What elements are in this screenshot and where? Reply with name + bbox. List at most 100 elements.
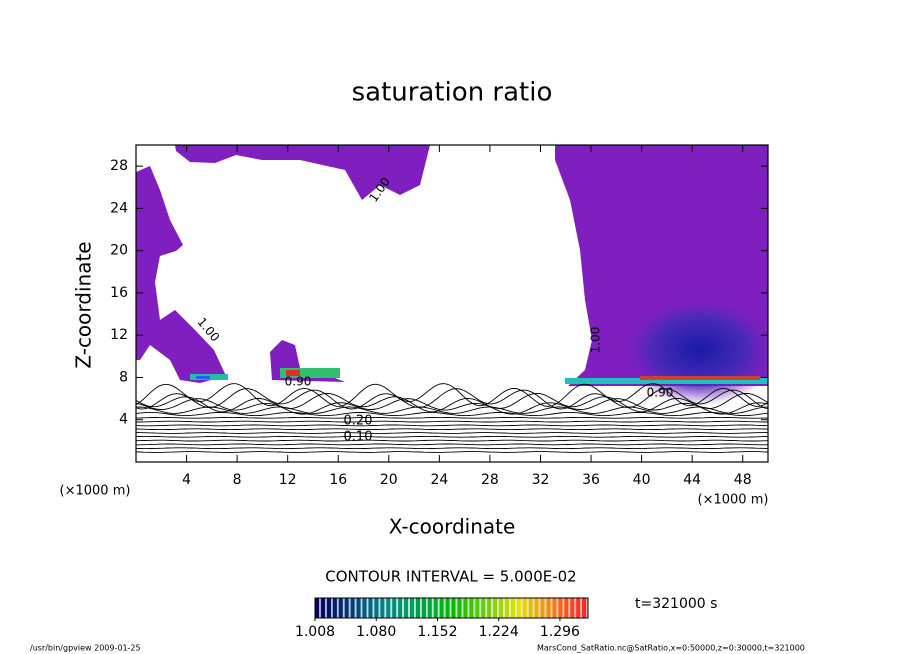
colorbar-label: 1.008 [295,624,335,640]
colorbar-stripe [374,598,379,618]
colorbar-stripe [498,598,504,618]
colorbar-gap [348,598,351,618]
peak-band [196,376,210,379]
contour-line [136,451,768,453]
colorbar-gap [366,598,369,618]
colorbar-gap [503,598,505,618]
colorbar-label: 1.080 [356,624,396,640]
x-tick-label: 4 [182,472,191,488]
colorbar-stripe [380,598,385,618]
x-tick-label: 32 [532,472,550,488]
chart-title: saturation ratio [352,78,553,108]
contour-line [136,388,768,410]
colorbar-gap [473,598,476,618]
colorbar-stripe [516,598,521,618]
y-tick-label: 20 [110,243,128,259]
field [136,145,768,453]
colorbar-stripe [398,598,403,618]
y-tick-label: 8 [119,369,128,385]
x-unit: (×1000 m) [60,484,131,499]
colorbar-stripe [421,598,426,618]
colorbar-gap [331,598,333,618]
y-axis-label: Z-coordinate [72,241,96,368]
contour-line [136,392,768,413]
colorbar-gap [485,598,488,618]
contour-line [136,435,768,438]
colorbar-gap [425,598,428,618]
x-tick-label: 24 [430,472,448,488]
colorbar-stripe [481,598,486,618]
peak-band [640,376,760,380]
colorbar-gap [437,598,440,618]
colorbar-gap [408,598,410,618]
y-tick-label: 24 [110,200,128,216]
colorbar-gap [532,598,535,618]
time-label: t=321000 s [635,596,717,612]
contour-line [136,398,768,415]
colorbar-stripe [445,598,450,618]
colorbar-stripe [582,598,587,618]
colorbar-label: 1.296 [540,624,580,640]
colorbar-gap [538,598,541,618]
colorbar-stripe [356,598,361,618]
colorbar-frame [314,597,589,619]
colorbar-gap [319,598,321,618]
contour-line [136,439,768,442]
colorbar-gap [431,598,434,618]
contour-line [136,416,768,419]
colorbar-stripe [362,598,367,618]
peak-band [286,370,300,376]
colorbar-stripe [451,598,456,618]
y-tick-label: 12 [110,327,128,343]
contour-label: 0.20 [344,414,373,429]
plot-frame [135,144,769,463]
colorbar-gap [562,598,565,618]
colorbar-gap [526,598,529,618]
x-axis-label: X-coordinate [389,515,516,539]
x-tick-label: 8 [233,472,242,488]
colorbar-gap [479,598,482,618]
contour-label: 0.10 [344,430,373,445]
peak-band [280,368,340,378]
colorbar-gap [443,598,446,618]
colorbar-label: 1.224 [479,624,519,640]
colorbar-gap [556,598,559,618]
x-tick-label: 40 [633,472,651,488]
x-tick-label: 28 [481,472,499,488]
contour-label: 1.00 [589,327,603,354]
colorbar-gap [509,598,511,618]
colorbar-label: 1.152 [417,624,457,640]
colorbar-stripe [463,598,468,618]
colorbar-gap [515,598,517,618]
colorbar-stripe [433,598,438,618]
colorbar-gap [461,598,464,618]
colorbar-stripe [540,598,545,618]
colorbar-gap [396,598,399,618]
colorbar-gap [568,598,571,618]
colorbar-stripe [576,598,581,618]
colorbar-gap [360,598,363,618]
colorbar-stripe [392,598,397,618]
contour-line [136,447,768,450]
colorbar-stripe [487,598,492,618]
colorbar-stripe [558,598,563,618]
colorbar-gap [378,598,381,618]
colorbar-stripe [320,598,326,618]
colorbar-gap [497,598,499,618]
colorbar-stripe [564,598,569,618]
x-tick-label: 44 [683,472,701,488]
colorbar-stripe [528,598,533,618]
contour-label: 0.90 [285,375,312,389]
colorbar-stripe [415,598,421,618]
colorbar-gap [550,598,553,618]
colorbar-stripe [457,598,462,618]
colorbar-stripe [522,598,527,618]
colorbar-gap [420,598,422,618]
colorbar-stripe [439,598,444,618]
colorbar-gap [449,598,452,618]
colorbar-gap [414,598,416,618]
colorbar-gap [336,598,339,618]
colorbar-gap [574,598,577,618]
colorbar-stripe [350,598,355,618]
colorbar-gap [402,598,405,618]
